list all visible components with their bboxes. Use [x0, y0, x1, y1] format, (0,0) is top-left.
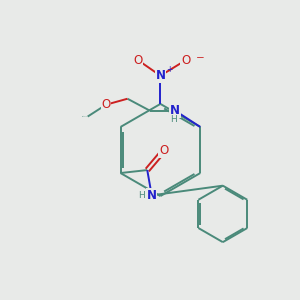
Text: N: N [147, 189, 157, 202]
Text: H: H [170, 115, 177, 124]
Text: O: O [101, 98, 111, 111]
Text: −: − [196, 53, 204, 63]
Text: O: O [134, 54, 143, 67]
Text: H: H [139, 191, 145, 200]
Text: +: + [166, 65, 172, 74]
Text: O: O [159, 144, 168, 157]
Text: methoxy: methoxy [82, 115, 88, 117]
Text: O: O [181, 54, 190, 67]
Text: N: N [170, 104, 180, 117]
Text: N: N [155, 69, 165, 82]
